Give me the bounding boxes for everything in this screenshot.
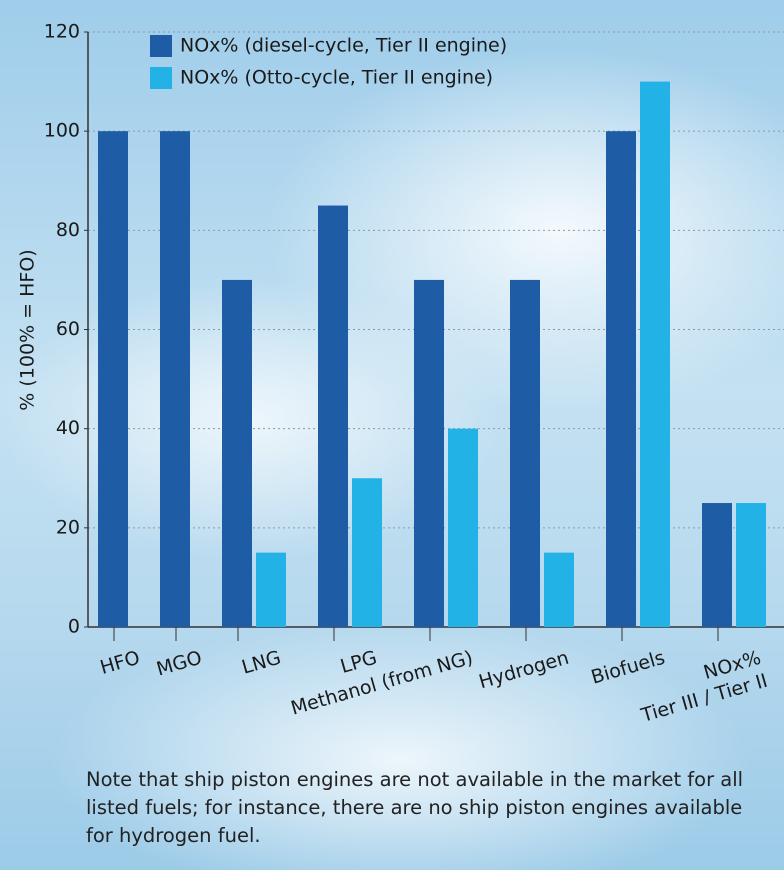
note: Note that ship piston engines are not av… — [86, 768, 744, 847]
legend-label: NOx% (diesel-cycle, Tier II engine) — [180, 35, 507, 57]
bar — [352, 478, 382, 627]
bar — [414, 279, 444, 627]
x-tick-label: Biofuels — [589, 647, 668, 689]
x-tick-label: LNG — [239, 647, 283, 679]
legend-swatch — [150, 35, 172, 57]
y-tick-label: 40 — [56, 417, 80, 439]
x-tick-label: HFO — [98, 647, 143, 679]
bar — [510, 279, 540, 627]
y-axis-label: % (100% = HFO) — [17, 249, 39, 410]
x-tick-label: Hydrogen — [476, 647, 571, 694]
bar — [222, 279, 252, 627]
bar — [256, 552, 286, 627]
bar — [160, 131, 190, 627]
bar — [606, 131, 636, 627]
legend-swatch — [150, 67, 172, 89]
bar — [640, 81, 670, 628]
y-tick-label: 0 — [68, 616, 80, 638]
bar — [736, 503, 766, 627]
bar — [702, 503, 732, 627]
bar — [318, 205, 348, 627]
y-tick-label: 80 — [56, 219, 80, 241]
y-tick-label: 60 — [56, 318, 80, 340]
legend-label: NOx% (Otto-cycle, Tier II engine) — [180, 67, 493, 89]
y-tick-label: 120 — [44, 21, 80, 43]
y-tick-label: 100 — [44, 120, 80, 142]
x-tick-label: MGO — [154, 647, 204, 681]
y-tick-label: 20 — [56, 516, 80, 538]
bar — [98, 131, 128, 627]
bar — [448, 428, 478, 627]
x-tick-label: Methanol (from NG) — [288, 647, 475, 720]
bar — [544, 552, 574, 627]
